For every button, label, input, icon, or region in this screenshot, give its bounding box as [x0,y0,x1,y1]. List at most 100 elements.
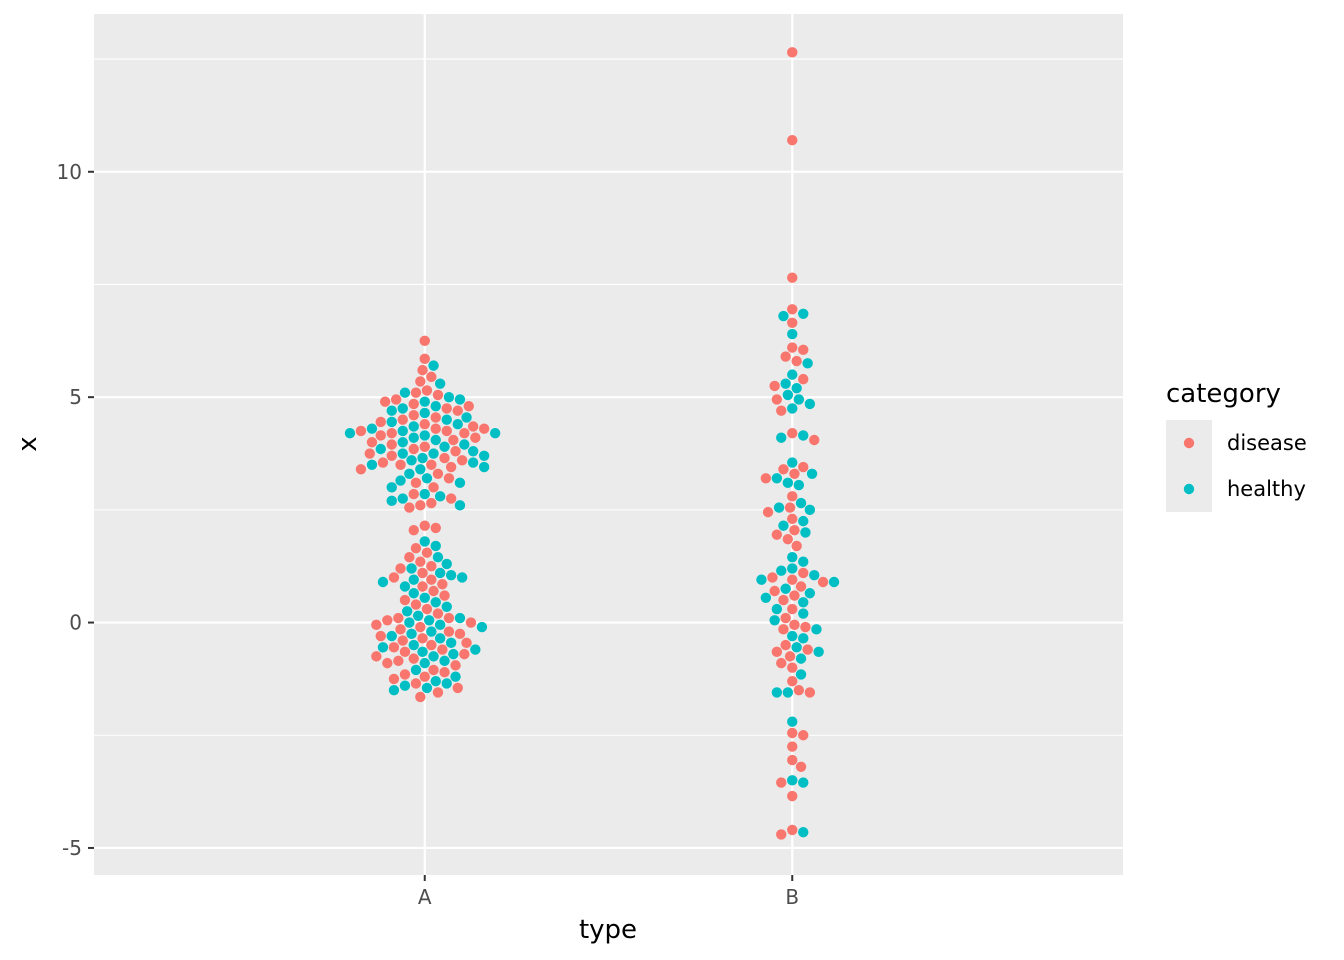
data-point-disease [408,653,419,664]
data-point-disease [798,344,809,356]
data-point-healthy [377,642,389,653]
data-point-disease [408,488,419,500]
data-point-healthy [787,563,798,574]
data-point-healthy [795,497,807,509]
data-point-healthy [771,473,783,484]
data-point-disease [776,777,787,788]
data-point-disease [787,675,798,687]
data-point-disease [778,464,789,475]
data-point-healthy [430,597,441,608]
data-point-disease [463,400,474,412]
data-point-healthy [386,630,397,642]
data-point-disease [430,423,441,434]
data-point-healthy [419,536,430,547]
data-point-disease [404,502,415,513]
data-point-disease [776,405,787,416]
data-point-disease [397,635,408,646]
y-axis: -5 0 5 10 [57,160,94,860]
data-point-healthy [773,502,785,513]
data-point-disease [408,443,419,455]
data-point-healthy [406,628,417,640]
data-point-disease [432,389,444,401]
data-point-disease [789,619,800,631]
data-point-healthy [428,651,439,662]
data-point-disease [419,353,430,365]
data-point-disease [430,412,441,423]
data-point-disease [787,428,798,439]
data-point-healthy [415,464,426,475]
data-point-healthy [454,612,466,624]
data-point-healthy [417,452,428,464]
data-point-disease [760,473,772,484]
data-point-disease [787,574,798,585]
data-point-disease [784,502,796,513]
data-point-disease [377,457,389,468]
data-point-disease [426,639,437,651]
data-point-healthy [399,581,411,592]
data-point-disease [437,644,448,655]
y-tick-label: 0 [69,611,82,635]
data-point-disease [419,419,430,430]
data-point-disease [415,691,426,703]
data-point-healthy [798,608,809,619]
data-point-healthy [448,648,459,660]
data-point-healthy [419,657,430,669]
data-point-healthy [454,394,466,405]
data-point-healthy [434,633,446,644]
data-point-healthy [459,439,470,450]
data-point-disease [415,500,426,511]
data-point-disease [388,572,400,583]
data-point-disease [432,687,444,698]
data-point-healthy [397,403,408,414]
legend-title: category [1166,379,1281,409]
data-point-healthy [804,588,816,599]
data-point-healthy [771,603,783,615]
data-point-disease [386,439,397,450]
data-point-disease [375,630,386,642]
data-point-healthy [793,394,805,405]
data-point-healthy [408,574,419,585]
data-point-healthy [802,358,813,369]
data-point-disease [762,506,774,518]
data-point-disease [375,430,386,441]
data-point-disease [778,624,789,635]
data-point-disease [780,639,791,651]
data-point-disease [443,473,455,484]
data-point-disease [426,459,437,470]
data-point-disease [379,396,391,407]
data-point-disease [776,829,787,840]
data-point-healthy [454,500,466,511]
data-point-healthy [408,639,419,651]
data-point-disease [415,621,426,633]
data-point-disease [787,754,798,766]
data-point-disease [443,626,455,637]
data-point-disease [371,619,382,631]
data-point-healthy [798,777,809,788]
x-tick-label: B [785,885,799,909]
data-point-disease [789,590,800,601]
data-point-healthy [430,400,441,412]
data-point-disease [432,608,444,619]
data-point-disease [375,416,386,428]
data-point-disease [399,594,411,606]
data-point-disease [371,651,382,662]
data-point-healthy [386,482,397,493]
data-point-disease [771,394,783,405]
data-point-disease [397,414,408,425]
data-point-disease [388,673,400,685]
data-point-healthy [787,551,798,563]
data-point-disease [478,423,490,434]
data-point-healthy [756,574,767,585]
data-point-disease [771,529,783,540]
data-point-healthy [399,387,411,398]
data-point-disease [467,421,479,432]
data-point-healthy [386,416,397,428]
data-point-disease [787,342,798,353]
data-point-disease [426,371,437,383]
data-point-disease [787,662,798,673]
data-point-disease [450,446,461,457]
data-point-disease [441,425,452,437]
data-point-healthy [439,441,450,452]
data-point-healthy [377,576,389,588]
